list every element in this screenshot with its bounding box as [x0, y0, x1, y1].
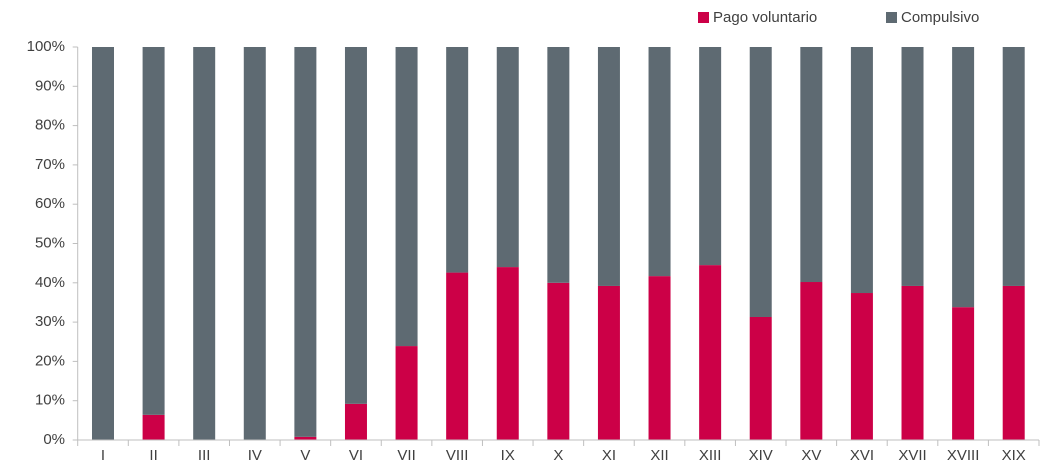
bar-segment: [91, 47, 114, 440]
y-tick-label: 30%: [35, 313, 65, 330]
y-tick-label: 100%: [27, 38, 65, 55]
y-tick-label: 0%: [43, 431, 65, 448]
x-tick-label: XVII: [898, 447, 926, 464]
x-tick-label: III: [198, 447, 211, 464]
bar-segment: [800, 47, 823, 283]
bar-segment: [850, 47, 873, 294]
x-tick-label: VI: [349, 447, 363, 464]
bar-segment: [749, 316, 772, 440]
legend-swatch: [698, 12, 709, 23]
x-tick-label: II: [149, 447, 157, 464]
bar-segment: [496, 47, 519, 268]
bar-segment: [547, 282, 570, 440]
bar-segment: [901, 285, 924, 440]
bar-segment: [952, 47, 975, 308]
legend-label: Compulsivo: [901, 9, 979, 26]
bar-segment: [395, 346, 418, 440]
y-tick-label: 20%: [35, 352, 65, 369]
x-tick-label: XIII: [699, 447, 722, 464]
y-tick-label: 40%: [35, 274, 65, 291]
x-tick-label: XV: [801, 447, 821, 464]
bar-segment: [344, 403, 367, 440]
bar-segment: [344, 47, 367, 404]
x-tick-label: XII: [650, 447, 668, 464]
bar-segment: [699, 265, 722, 440]
y-tick-label: 60%: [35, 195, 65, 212]
bar-segment: [648, 276, 671, 440]
bar-segment: [901, 47, 924, 286]
bar-segment: [193, 47, 216, 440]
y-tick-label: 80%: [35, 117, 65, 134]
bar-segment: [850, 293, 873, 440]
bar-segment: [952, 307, 975, 440]
bar-segment: [1002, 285, 1025, 440]
x-tick-label: IX: [501, 447, 515, 464]
legend-label: Pago voluntario: [713, 9, 817, 26]
bar-segment: [446, 272, 469, 440]
x-tick-label: XVI: [850, 447, 874, 464]
y-tick-label: 70%: [35, 156, 65, 173]
x-tick-label: XIX: [1002, 447, 1026, 464]
x-tick-label: XI: [602, 447, 616, 464]
y-tick-label: 50%: [35, 234, 65, 251]
bar-segment: [749, 47, 772, 317]
bar-segment: [142, 47, 165, 415]
bar-segment: [446, 47, 469, 273]
bar-segment: [294, 47, 317, 437]
bar-segment: [142, 414, 165, 440]
bar-segment: [597, 47, 620, 286]
bar-segment: [1002, 47, 1025, 286]
x-tick-label: XVIII: [947, 447, 980, 464]
y-tick-label: 90%: [35, 77, 65, 94]
x-tick-label: V: [300, 447, 310, 464]
x-tick-label: I: [101, 447, 105, 464]
bar-segment: [800, 282, 823, 440]
bar-segment: [294, 436, 317, 440]
x-tick-label: VII: [397, 447, 415, 464]
bar-segment: [243, 47, 266, 440]
x-tick-label: XIV: [749, 447, 773, 464]
x-tick-label: IV: [248, 447, 262, 464]
bar-segment: [597, 285, 620, 440]
x-tick-label: X: [553, 447, 563, 464]
bar-segment: [699, 47, 722, 266]
y-tick-label: 10%: [35, 392, 65, 409]
bar-segment: [395, 47, 418, 347]
bar-segment: [547, 47, 570, 283]
bar-segment: [648, 47, 671, 277]
bar-segment: [496, 267, 519, 440]
x-tick-label: VIII: [446, 447, 469, 464]
legend-swatch: [886, 12, 897, 23]
